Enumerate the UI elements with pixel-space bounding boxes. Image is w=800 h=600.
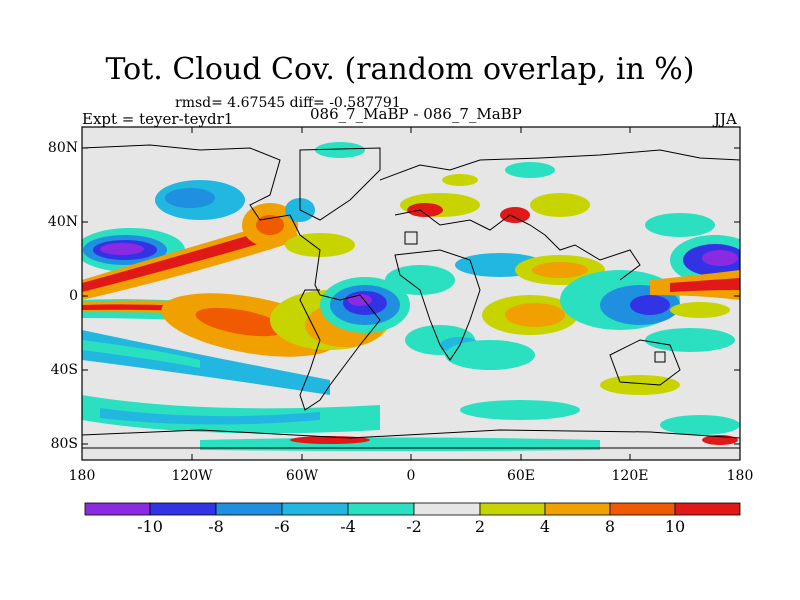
colorbar-label: -6 — [274, 517, 290, 536]
coastline-island — [654, 351, 666, 363]
lon-tick-label: 120E — [611, 468, 649, 484]
anomaly-region — [670, 278, 740, 292]
anomaly-region — [285, 233, 355, 257]
anomaly-region — [702, 250, 738, 266]
anomaly-region — [660, 415, 740, 435]
lon-tick-label: 0 — [406, 468, 416, 484]
colorbar-swatch — [149, 502, 217, 516]
anomaly-region — [445, 340, 535, 370]
colorbar-swatch — [215, 502, 283, 516]
anomaly-region — [165, 188, 215, 208]
anomaly-region — [407, 203, 443, 217]
anomaly-region — [670, 302, 730, 318]
anomaly-region — [630, 295, 670, 315]
coastlines — [82, 144, 740, 449]
colorbar-swatch — [609, 502, 676, 516]
coastline-eurasia-south — [394, 209, 641, 281]
coastline-greenland — [299, 147, 381, 221]
colorbar-swatch — [413, 502, 481, 516]
stats-text: rmsd= 4.67545 diff= -0.587791 — [175, 95, 401, 111]
lon-tick-label: 60W — [285, 468, 319, 484]
experiment-label: Expt = teyer-teydr1 — [82, 110, 234, 128]
lat-tick-label: 40N — [47, 214, 78, 230]
colorbar-label: 10 — [664, 517, 686, 536]
anomaly-region — [645, 328, 735, 352]
colorbar-swatch — [479, 502, 546, 516]
colorbar-label: 2 — [474, 517, 486, 536]
coastline-africa — [394, 249, 481, 361]
anomaly-region — [100, 243, 144, 255]
colorbar-label: 8 — [604, 517, 616, 536]
anomaly-region — [505, 303, 565, 327]
colorbar-label: -2 — [406, 517, 422, 536]
contour-field — [82, 142, 740, 451]
lat-tick-label: 40S — [50, 362, 78, 378]
coastline-eurasia-north — [379, 149, 740, 181]
lon-tick-label: 120W — [171, 468, 213, 484]
colorbar-label: -8 — [208, 517, 224, 536]
anomaly-region — [442, 174, 478, 186]
anomaly-region — [530, 193, 590, 217]
season-label: JJA — [714, 110, 737, 128]
anomaly-region — [100, 408, 320, 425]
coastline-island — [404, 231, 418, 245]
coastline-antarctica — [82, 429, 740, 439]
colorbar-swatch — [544, 502, 611, 516]
lon-tick-label: 180 — [68, 468, 96, 484]
tick-marks — [81, 127, 741, 460]
lat-tick-label: 0 — [69, 288, 78, 304]
map-title: Tot. Cloud Cov. (random overlap, in %) — [105, 52, 695, 87]
anomaly-region — [505, 162, 555, 178]
case-label: 086_7_MaBP - 086_7_MaBP — [310, 105, 522, 123]
colorbar-swatch — [281, 502, 349, 516]
anomaly-region — [532, 262, 588, 278]
lon-tick-label: 60E — [506, 468, 536, 484]
anomaly-region — [385, 265, 455, 295]
anomaly-region — [82, 340, 200, 368]
colorbar-swatch — [84, 502, 151, 516]
lat-tick-label: 80S — [50, 436, 78, 452]
anomaly-region — [315, 142, 365, 158]
anomaly-region — [600, 375, 680, 395]
colorbar-label: -4 — [340, 517, 356, 536]
anomaly-region — [460, 400, 580, 420]
colorbar-swatch — [674, 502, 741, 516]
anomaly-region — [500, 207, 530, 223]
lat-tick-label: 80N — [47, 140, 78, 156]
colorbar — [84, 502, 741, 516]
anomaly-region — [645, 213, 715, 237]
anomaly-region — [82, 226, 285, 292]
anomaly-region — [195, 307, 285, 337]
colorbar-label: -10 — [137, 517, 163, 536]
anomaly-region — [82, 330, 330, 395]
lon-tick-label: 180 — [726, 468, 754, 484]
colorbar-swatch — [347, 502, 415, 516]
anomaly-region — [82, 395, 380, 434]
anomaly-region — [200, 437, 600, 451]
colorbar-label: 4 — [539, 517, 551, 536]
coastline-australia — [609, 339, 681, 386]
coastline-americas — [82, 144, 381, 411]
